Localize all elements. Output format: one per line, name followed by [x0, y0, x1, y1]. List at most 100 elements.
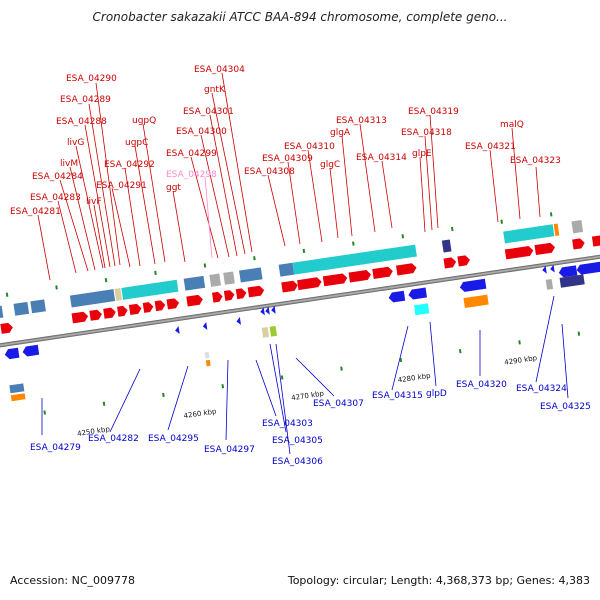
- forward-gene: [128, 303, 142, 315]
- cog-box: [10, 393, 26, 402]
- cog-box: [503, 224, 555, 244]
- gene-label[interactable]: ESA_04309: [262, 154, 313, 164]
- cog-box: [269, 325, 277, 337]
- forward-gene: [247, 285, 265, 298]
- gene-label[interactable]: ESA_04297: [204, 445, 255, 455]
- gene-label[interactable]: ESA_04298: [166, 170, 217, 180]
- gene-label[interactable]: ESA_04292: [104, 160, 155, 170]
- gene-label[interactable]: malQ: [500, 120, 524, 130]
- reverse-gene-track: [4, 261, 600, 360]
- gene-label[interactable]: ugpQ: [132, 116, 156, 126]
- gene-label[interactable]: glpE: [412, 149, 432, 159]
- gene-label[interactable]: ggt: [166, 183, 181, 193]
- gene-label[interactable]: ESA_04290: [66, 74, 117, 84]
- reverse-gene: [550, 264, 555, 273]
- gene-label[interactable]: glgC: [320, 160, 340, 170]
- cog-box: [239, 267, 263, 283]
- cog-box: [414, 303, 430, 316]
- gene-label[interactable]: gntK: [204, 85, 226, 95]
- cog-track-forward: [0, 220, 584, 320]
- gene-label[interactable]: ESA_04300: [176, 127, 227, 137]
- gene-label[interactable]: ESA_04303: [262, 419, 313, 429]
- gene-label[interactable]: ugpC: [125, 138, 148, 148]
- gene-label[interactable]: ESA_04279: [30, 443, 81, 453]
- gene-label[interactable]: ESA_04310: [284, 142, 335, 152]
- gene-label[interactable]: ESA_04288: [56, 117, 107, 127]
- reverse-gene: [576, 261, 600, 275]
- gene-label[interactable]: ESA_04282: [88, 434, 139, 444]
- gene-label[interactable]: ESA_04323: [510, 156, 561, 166]
- reverse-leaders: [41, 295, 569, 455]
- forward-label-group: ESA_04290 ESA_04289 ESA_04288 livG livM …: [10, 65, 561, 217]
- forward-gene: [572, 238, 585, 250]
- gene-label[interactable]: ESA_04314: [356, 153, 407, 163]
- reverse-gene: [558, 265, 578, 278]
- tick-label: 4280 kbp: [397, 372, 431, 385]
- reverse-gene: [22, 344, 40, 357]
- gene-label[interactable]: ESA_04319: [408, 107, 459, 117]
- gc-ticks: [5, 212, 581, 415]
- forward-gene-track: [0, 235, 600, 334]
- gene-label[interactable]: ESA_04299: [166, 149, 217, 159]
- gene-label[interactable]: ESA_04307: [313, 399, 364, 409]
- gene-label[interactable]: livM: [60, 159, 78, 169]
- forward-gene: [443, 257, 457, 269]
- forward-gene: [591, 235, 600, 247]
- reverse-gene: [408, 287, 427, 300]
- gene-label[interactable]: glpD: [426, 389, 447, 399]
- gene-label[interactable]: ESA_04295: [148, 434, 199, 444]
- reverse-gene: [260, 307, 265, 316]
- forward-gene: [223, 290, 235, 301]
- gene-label[interactable]: ESA_04324: [516, 384, 567, 394]
- tick-label: 4260 kbp: [183, 407, 217, 420]
- forward-gene: [297, 277, 322, 291]
- reverse-gene: [236, 316, 242, 325]
- cog-box: [559, 274, 585, 288]
- forward-gene: [504, 246, 534, 260]
- reverse-label-group: ESA_04279 ESA_04282 ESA_04295 ESA_04297 …: [30, 380, 591, 467]
- gene-label[interactable]: ESA_04325: [540, 402, 591, 412]
- gene-label[interactable]: ESA_04281: [10, 207, 61, 217]
- gene-label[interactable]: ESA_04283: [30, 193, 81, 203]
- gene-label[interactable]: ESA_04291: [96, 181, 147, 191]
- cog-box: [9, 383, 25, 394]
- cog-box: [114, 288, 123, 301]
- gene-label[interactable]: ESA_04308: [244, 167, 295, 177]
- gene-label[interactable]: ESA_04306: [272, 457, 323, 467]
- gene-label[interactable]: ESA_04315: [372, 391, 423, 401]
- gene-label[interactable]: glgA: [330, 128, 351, 138]
- cog-box: [205, 359, 211, 367]
- forward-gene: [117, 305, 128, 317]
- cog-box: [121, 279, 179, 300]
- backbone: [0, 246, 600, 356]
- cog-box: [463, 294, 489, 308]
- gene-label[interactable]: ESA_04313: [336, 116, 387, 126]
- gene-label[interactable]: ESA_04305: [272, 436, 323, 446]
- gene-label[interactable]: livF: [86, 197, 102, 207]
- forward-gene: [534, 242, 556, 256]
- gene-label[interactable]: ESA_04284: [32, 172, 83, 182]
- cog-box: [209, 273, 222, 287]
- gene-label[interactable]: ESA_04318: [401, 128, 452, 138]
- gene-label[interactable]: livG: [67, 138, 84, 148]
- forward-gene: [235, 288, 247, 300]
- cog-track-reverse: [9, 274, 585, 402]
- gene-label[interactable]: ESA_04304: [194, 65, 245, 75]
- gene-label[interactable]: ESA_04301: [183, 107, 234, 117]
- gene-label[interactable]: ESA_04289: [60, 95, 111, 105]
- forward-gene: [103, 307, 116, 319]
- forward-gene: [0, 322, 13, 334]
- reverse-gene: [265, 306, 270, 315]
- reverse-gene: [388, 290, 406, 303]
- forward-gene: [142, 302, 154, 313]
- gene-label[interactable]: ESA_04321: [465, 142, 516, 152]
- forward-gene: [71, 311, 89, 324]
- cog-box: [0, 305, 4, 320]
- reverse-gene: [175, 326, 180, 334]
- cog-box: [571, 220, 584, 234]
- cog-box: [13, 301, 30, 316]
- gene-label[interactable]: ESA_04320: [456, 380, 507, 390]
- cog-box: [183, 275, 206, 291]
- forward-leaders: [37, 72, 541, 281]
